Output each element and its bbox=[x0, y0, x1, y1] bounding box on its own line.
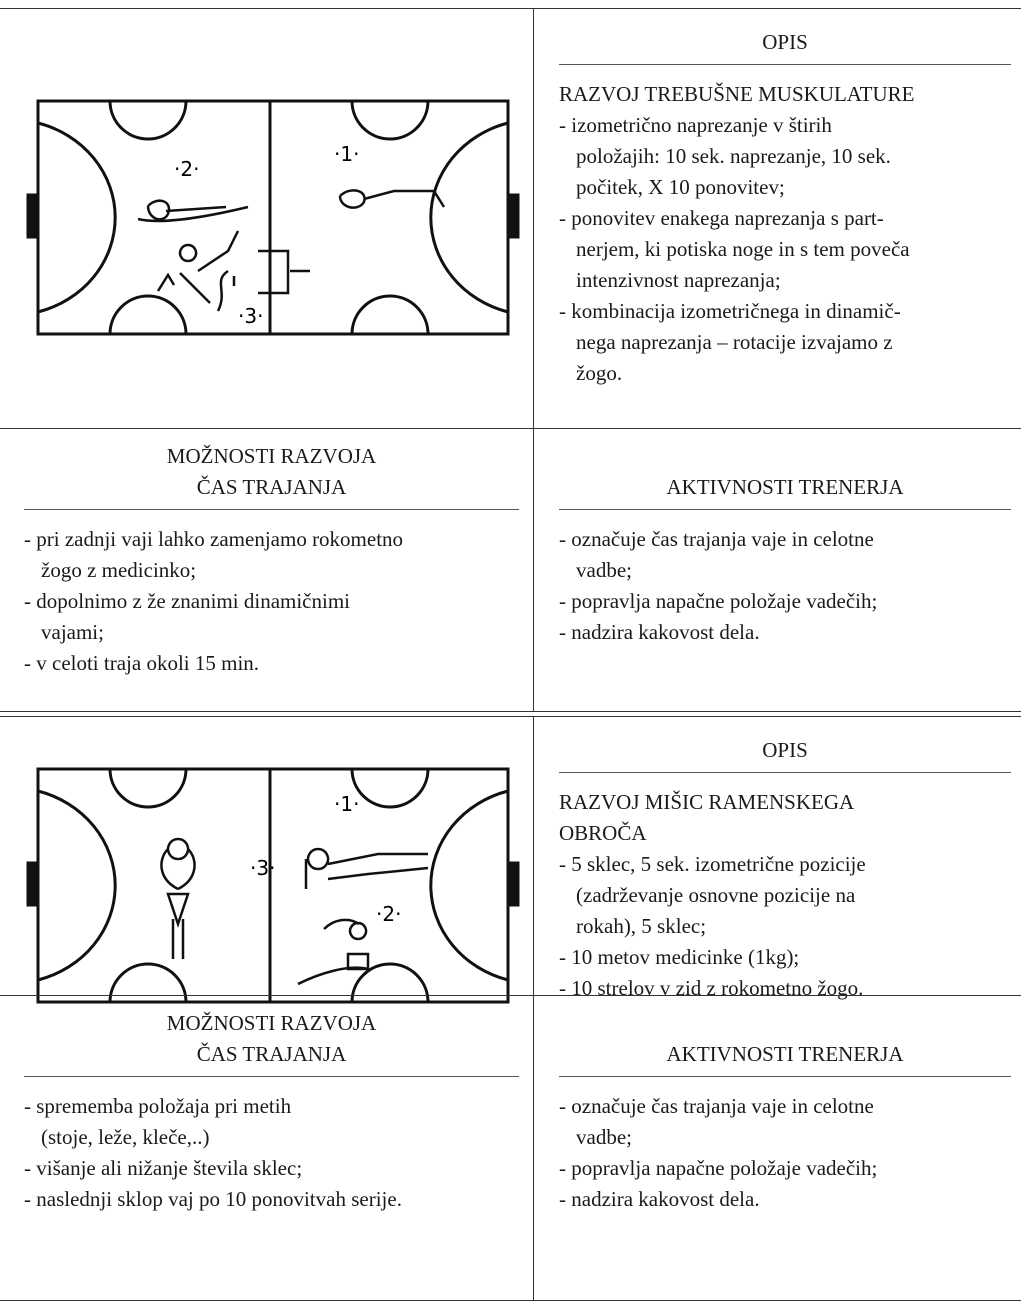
description-cell: OPIS RAZVOJ MIŠIC RAMENSKEGA OBROČA - 5 skl… bbox=[533, 716, 1021, 1000]
item-line: - ponovitev enakega naprezanja s part- bbox=[559, 206, 884, 230]
exercise-title: OBROČA bbox=[559, 821, 647, 845]
section-heading: OPIS bbox=[762, 738, 808, 762]
court-diagram: ·1· ·3· ·2· bbox=[26, 767, 520, 1004]
section-heading: AKTIVNOSTI TRENERJA bbox=[666, 1042, 904, 1066]
heading-rule bbox=[559, 772, 1011, 773]
item-line: - popravlja napačne položaje vadečih; bbox=[559, 1156, 878, 1180]
list-item: - v celoti traja okoli 15 min. bbox=[24, 648, 519, 679]
item-line: - popravlja napačne položaje vadečih; bbox=[559, 589, 878, 613]
item-line: vajami; bbox=[41, 620, 104, 644]
list-item: - izometrično naprezanje v štirih položaj… bbox=[559, 110, 1011, 203]
diagram-label: ·2· bbox=[174, 157, 199, 181]
item-line: rokah), 5 sklec; bbox=[576, 914, 707, 938]
list-item: - 10 metov medicinke (1kg); bbox=[559, 942, 1011, 973]
list-item: - ponovitev enakega naprezanja s part-ne… bbox=[559, 203, 1011, 296]
court bbox=[26, 767, 520, 1004]
list-item: - 5 sklec, 5 sek. izometrične pozicije (z… bbox=[559, 849, 1011, 942]
section-heading: MOŽNOSTI RAZVOJA bbox=[166, 1011, 377, 1035]
section-heading: MOŽNOSTI RAZVOJA bbox=[166, 444, 377, 468]
list-item: - višanje ali nižanje števila sklec; bbox=[24, 1153, 519, 1184]
item-line: - naslednji sklop vaj po 10 ponovitvah s… bbox=[24, 1187, 402, 1211]
diagram-cell: ·1· ·3· ·2· bbox=[0, 716, 534, 1004]
section-heading: AKTIVNOSTI TRENERJA bbox=[666, 475, 904, 499]
player-sketch bbox=[137, 189, 446, 312]
heading-rule bbox=[559, 509, 1011, 510]
item-line: (stoje, leže, kleče,..) bbox=[41, 1125, 210, 1149]
item-line: - 5 sklec, 5 sek. izometrične pozicije bbox=[559, 852, 866, 876]
list-item: - kombinacija izometričnega in dinamič-n… bbox=[559, 296, 1011, 389]
item-line: - višanje ali nižanje števila sklec; bbox=[24, 1156, 303, 1180]
item-line: - dopolnimo z že znanimi dinamičnimi bbox=[24, 589, 351, 613]
item-line: nega naprezanja – rotacije izvajamo z bbox=[576, 330, 893, 354]
item-line: položajih: 10 sek. naprezanje, 10 sek. bbox=[576, 144, 891, 168]
diagram-label: ·1· bbox=[334, 792, 359, 816]
heading-rule bbox=[559, 1076, 1011, 1077]
item-line: intenzivnost naprezanja; bbox=[576, 268, 781, 292]
list-item: - nadzira kakovost dela. bbox=[559, 1184, 1011, 1215]
item-line: - označuje čas trajanja vaje in celotne bbox=[559, 527, 874, 551]
list-item: - dopolnimo z že znanimi dinamičnimi vaja… bbox=[24, 586, 519, 648]
list-item: - nadzira kakovost dela. bbox=[559, 617, 1011, 648]
description-cell: OPIS RAZVOJ TREBUŠNE MUSKULATURE - izometr… bbox=[533, 8, 1021, 429]
heading-rule bbox=[24, 1076, 519, 1077]
item-line: - sprememba položaja pri metih bbox=[24, 1094, 292, 1118]
item-line: nerjem, ki potiska noge in s tem poveča bbox=[576, 237, 910, 261]
item-line: - izometrično naprezanje v štirih bbox=[559, 113, 832, 137]
item-line: žogo z medicinko; bbox=[41, 558, 197, 582]
coach-cell: AKTIVNOSTI TRENERJA - označuje čas trajan… bbox=[533, 995, 1021, 1301]
options-cell: MOŽNOSTI RAZVOJA ČAS TRAJANJA - pri zadnji… bbox=[0, 428, 534, 712]
item-line: - 10 metov medicinke (1kg); bbox=[559, 945, 800, 969]
heading-rule bbox=[24, 509, 519, 510]
list-item: - naslednji sklop vaj po 10 ponovitvah s… bbox=[24, 1184, 519, 1215]
list-item: - popravlja napačne položaje vadečih; bbox=[559, 1153, 1011, 1184]
item-line: počitek, X 10 ponovitev; bbox=[576, 175, 785, 199]
diagram-label: ·1· bbox=[334, 142, 359, 166]
diagram-cell: ·2· ·1· ·3· bbox=[0, 8, 534, 429]
list-item: - sprememba položaja pri metih (stoje, le… bbox=[24, 1091, 519, 1153]
list-item: - pri zadnji vaji lahko zamenjamo rokome… bbox=[24, 524, 519, 586]
list-item: - popravlja napačne položaje vadečih; bbox=[559, 586, 1011, 617]
heading-rule bbox=[559, 64, 1011, 65]
list-item: - 10 strelov v zid z rokometno žogo. bbox=[559, 973, 1011, 1004]
item-line: - nadzira kakovost dela. bbox=[559, 620, 760, 644]
section-heading: ČAS TRAJANJA bbox=[196, 1042, 347, 1066]
item-line: žogo. bbox=[576, 361, 623, 385]
list-item: - označuje čas trajanja vaje in celotne v… bbox=[559, 1091, 1011, 1153]
list-item: - označuje čas trajanja vaje in celotne v… bbox=[559, 524, 1011, 586]
player-sketch bbox=[160, 837, 429, 986]
court bbox=[26, 99, 520, 336]
item-line: vadbe; bbox=[576, 1125, 632, 1149]
item-line: - označuje čas trajanja vaje in celotne bbox=[559, 1094, 874, 1118]
coach-cell: AKTIVNOSTI TRENERJA - označuje čas trajan… bbox=[533, 428, 1021, 712]
options-cell: MOŽNOSTI RAZVOJA ČAS TRAJANJA - sprememba … bbox=[0, 995, 534, 1301]
section-heading: OPIS bbox=[762, 30, 808, 54]
exercise-title: RAZVOJ MIŠIC RAMENSKEGA bbox=[559, 790, 855, 814]
item-line: - pri zadnji vaji lahko zamenjamo rokome… bbox=[24, 527, 404, 551]
exercise-title: RAZVOJ TREBUŠNE MUSKULATURE bbox=[559, 82, 915, 106]
item-line: (zadrževanje osnovne pozicije na bbox=[576, 883, 856, 907]
item-line: - nadzira kakovost dela. bbox=[559, 1187, 760, 1211]
item-line: - 10 strelov v zid z rokometno žogo. bbox=[559, 976, 864, 1000]
section-heading: ČAS TRAJANJA bbox=[196, 475, 347, 499]
item-line: - kombinacija izometričnega in dinamič- bbox=[559, 299, 901, 323]
item-line: vadbe; bbox=[576, 558, 632, 582]
diagram-label: ·3· bbox=[238, 304, 263, 328]
diagram-label: ·2· bbox=[376, 902, 401, 926]
court-diagram: ·2· ·1· ·3· bbox=[26, 99, 520, 336]
item-line: - v celoti traja okoli 15 min. bbox=[24, 651, 260, 675]
diagram-label: ·3· bbox=[250, 856, 275, 880]
